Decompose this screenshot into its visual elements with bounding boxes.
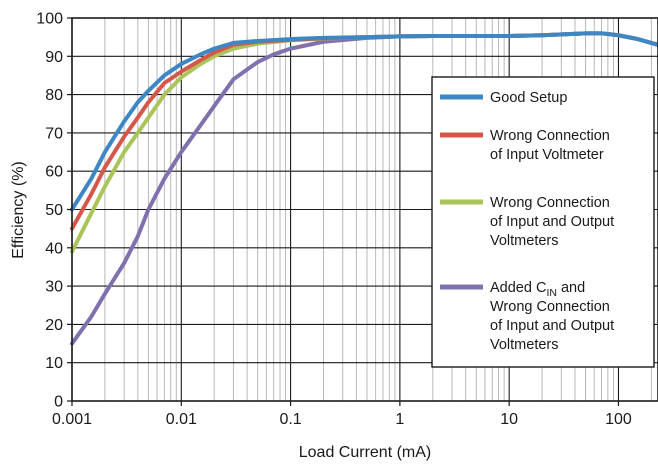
series-lines — [70, 31, 658, 346]
x-axis-label: Load Current (mA) — [299, 444, 432, 461]
legend-label: Voltmeters — [490, 233, 559, 249]
x-tick-labels: 0.001 0.01 0.1 1 10 100 — [52, 411, 632, 428]
y-tick-labels: 0 10 20 30 40 50 60 70 80 90 100 — [36, 11, 63, 411]
x-tick-label: 0.01 — [166, 411, 197, 428]
y-tick-label: 80 — [45, 87, 63, 104]
y-tick-label: 70 — [45, 125, 63, 142]
y-tick-label: 40 — [45, 240, 63, 257]
legend-label: Good Setup — [490, 90, 567, 106]
legend-box — [431, 76, 655, 368]
y-tick-marks — [67, 17, 72, 402]
x-tick-label: 10 — [500, 411, 518, 428]
legend-label: of Input and Output — [490, 214, 614, 230]
y-tick-label: 100 — [36, 11, 63, 28]
legend-label: Voltmeters — [490, 337, 559, 353]
x-tick-label: 100 — [605, 411, 632, 428]
legend-label: of Input Voltmeter — [490, 147, 604, 163]
y-tick-label: 60 — [45, 164, 63, 181]
series-line — [70, 31, 658, 212]
y-axis-label: Efficiency (%) — [10, 161, 27, 259]
x-tick-label: 0.1 — [279, 411, 301, 428]
legend-label: of Input and Output — [490, 318, 614, 334]
y-tick-label: 20 — [45, 317, 63, 334]
x-tick-label: 1 — [395, 411, 404, 428]
x-tick-label: 0.001 — [52, 411, 92, 428]
legend-label: Wrong Connection — [490, 299, 610, 315]
legend-label: Wrong Connection — [490, 195, 610, 211]
y-tick-label: 10 — [45, 355, 63, 372]
legend-label: Wrong Connection — [490, 128, 610, 144]
y-tick-label: 30 — [45, 279, 63, 296]
y-tick-label: 50 — [45, 202, 63, 219]
legend: Good Setup Wrong Connection of Input Voltm… — [431, 76, 655, 368]
legend-label: Added CIN and — [490, 280, 585, 299]
y-tick-label: 0 — [54, 394, 63, 411]
x-tick-marks — [71, 401, 620, 406]
y-tick-label: 90 — [45, 49, 63, 66]
